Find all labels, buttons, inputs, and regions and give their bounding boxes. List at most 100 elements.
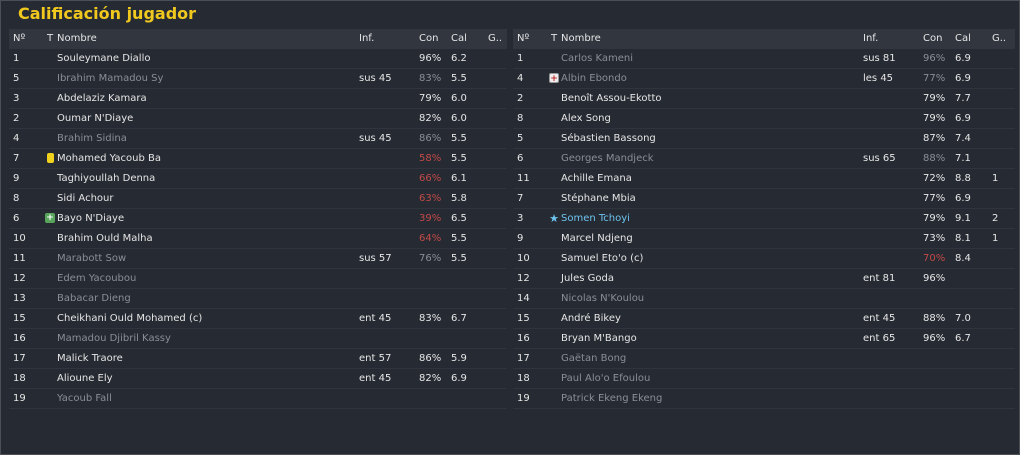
yellow-card-icon xyxy=(46,153,54,163)
player-name: Malick Traore xyxy=(57,353,123,364)
player-name: Carlos Kameni xyxy=(561,53,634,64)
player-row[interactable]: 10 Brahim Ould Malha 64% 5.5 xyxy=(9,229,507,249)
player-goals: 1 xyxy=(992,173,999,184)
player-row[interactable]: 16 Mamadou Djibril Kassy xyxy=(9,329,507,349)
player-row[interactable]: 4 + Albin Ebondo les 45 77% 6.9 xyxy=(513,69,1015,89)
player-number: 19 xyxy=(517,393,530,404)
player-row[interactable]: 17 Malick Traore ent 57 86% 5.9 xyxy=(9,349,507,369)
header-name[interactable]: Nombre xyxy=(57,33,97,44)
header-t[interactable]: T xyxy=(550,33,558,44)
player-number: 6 xyxy=(517,153,524,164)
player-row[interactable]: 19 Yacoub Fall xyxy=(9,389,507,409)
player-number: 2 xyxy=(517,93,524,104)
header-num[interactable]: Nº xyxy=(517,33,530,44)
player-name: Achille Emana xyxy=(561,173,632,184)
player-name: Ibrahim Mamadou Sy xyxy=(57,73,164,84)
player-row[interactable]: 11 Marabott Sow sus 57 76% 5.5 xyxy=(9,249,507,269)
player-row[interactable]: 11 Achille Emana 72% 8.8 1 xyxy=(513,169,1015,189)
player-number: 15 xyxy=(517,313,530,324)
player-row[interactable]: 10 Samuel Eto'o (c) 70% 8.4 xyxy=(513,249,1015,269)
player-name: Gaëtan Bong xyxy=(561,353,627,364)
player-row[interactable]: 9 Taghiyoullah Denna 66% 6.1 xyxy=(9,169,507,189)
header-inf[interactable]: Inf. xyxy=(359,33,375,44)
player-row[interactable]: 5 Ibrahim Mamadou Sy sus 45 83% 5.5 xyxy=(9,69,507,89)
player-condition: 82% xyxy=(419,113,442,124)
player-row[interactable]: 2 Benoît Assou-Ekotto 79% 7.7 xyxy=(513,89,1015,109)
header-goals[interactable]: G.. xyxy=(488,33,503,44)
player-name: Somen Tchoyi xyxy=(561,213,630,224)
player-name: Sidi Achour xyxy=(57,193,114,204)
player-row[interactable]: 17 Gaëtan Bong xyxy=(513,349,1015,369)
player-row[interactable]: 2 Oumar N'Diaye 82% 6.0 xyxy=(9,109,507,129)
player-row[interactable]: 15 Cheikhani Ould Mohamed (c) ent 45 83% 6.7 xyxy=(9,309,507,329)
player-row[interactable]: 3 Abdelaziz Kamara 79% 6.0 xyxy=(9,89,507,109)
player-rating: 7.0 xyxy=(955,313,971,324)
player-rating: 7.4 xyxy=(955,133,971,144)
header-t[interactable]: T xyxy=(46,33,54,44)
player-number: 10 xyxy=(517,253,530,264)
player-number: 14 xyxy=(517,293,530,304)
player-row[interactable]: 18 Paul Alo'o Efoulou xyxy=(513,369,1015,389)
player-rating: 6.1 xyxy=(451,173,467,184)
injury-green-icon: + xyxy=(45,213,55,223)
player-row[interactable]: 5 Sébastien Bassong 87% 7.4 xyxy=(513,129,1015,149)
player-rating: 8.1 xyxy=(955,233,971,244)
player-condition: 76% xyxy=(419,253,442,264)
player-row[interactable]: 15 André Bikey ent 45 88% 7.0 xyxy=(513,309,1015,329)
injury-red-icon: + xyxy=(549,73,559,84)
player-row[interactable]: 9 Marcel Ndjeng 73% 8.1 1 xyxy=(513,229,1015,249)
player-row[interactable]: 4 Brahim Sidina sus 45 86% 5.5 xyxy=(9,129,507,149)
player-rating: 6.5 xyxy=(451,213,467,224)
player-number: 9 xyxy=(13,173,20,184)
player-name: Jules Goda xyxy=(561,273,614,284)
player-name: Mamadou Djibril Kassy xyxy=(57,333,171,344)
player-number: 8 xyxy=(517,113,524,124)
player-condition: 72% xyxy=(923,173,946,184)
player-number: 12 xyxy=(517,273,530,284)
player-rating: 5.5 xyxy=(451,253,467,264)
player-row[interactable]: 18 Alioune Ely ent 45 82% 6.9 xyxy=(9,369,507,389)
player-name: Sébastien Bassong xyxy=(561,133,656,144)
player-number: 11 xyxy=(517,173,530,184)
header-con[interactable]: Con xyxy=(923,33,943,44)
header-con[interactable]: Con xyxy=(419,33,439,44)
status-icon-cell xyxy=(45,149,55,169)
player-row[interactable]: 7 Mohamed Yacoub Ba 58% 5.5 xyxy=(9,149,507,169)
player-number: 15 xyxy=(13,313,26,324)
player-row[interactable]: 12 Edem Yacoubou xyxy=(9,269,507,289)
header-num[interactable]: Nº xyxy=(13,33,26,44)
header-name[interactable]: Nombre xyxy=(561,33,601,44)
player-name: Alioune Ely xyxy=(57,373,113,384)
player-row[interactable]: 14 Nicolas N'Koulou xyxy=(513,289,1015,309)
player-number: 7 xyxy=(13,153,20,164)
player-number: 17 xyxy=(13,353,26,364)
player-number: 9 xyxy=(517,233,524,244)
player-name: Stéphane Mbia xyxy=(561,193,636,204)
player-info: sus 81 xyxy=(863,53,896,64)
player-goals: 2 xyxy=(992,213,999,224)
player-condition: 58% xyxy=(419,153,442,164)
player-info: sus 57 xyxy=(359,253,392,264)
player-row[interactable]: 1 Souleymane Diallo 96% 6.2 xyxy=(9,49,507,69)
player-row[interactable]: 3 ★ Somen Tchoyi 79% 9.1 2 xyxy=(513,209,1015,229)
player-info: ent 45 xyxy=(863,313,896,324)
player-row[interactable]: 19 Patrick Ekeng Ekeng xyxy=(513,389,1015,409)
header-cal[interactable]: Cal xyxy=(451,33,467,44)
player-row[interactable]: 6 Georges Mandjeck sus 65 88% 7.1 xyxy=(513,149,1015,169)
player-row[interactable]: 6 + Bayo N'Diaye 39% 6.5 xyxy=(9,209,507,229)
player-info: ent 45 xyxy=(359,373,392,384)
player-row[interactable]: 8 Alex Song 79% 6.9 xyxy=(513,109,1015,129)
player-row[interactable]: 7 Stéphane Mbia 77% 6.9 xyxy=(513,189,1015,209)
player-name: Samuel Eto'o (c) xyxy=(561,253,644,264)
player-row[interactable]: 12 Jules Goda ent 81 96% xyxy=(513,269,1015,289)
player-row[interactable]: 16 Bryan M'Bango ent 65 96% 6.7 xyxy=(513,329,1015,349)
player-row[interactable]: 1 Carlos Kameni sus 81 96% 6.9 xyxy=(513,49,1015,69)
player-row[interactable]: 8 Sidi Achour 63% 5.8 xyxy=(9,189,507,209)
header-goals[interactable]: G.. xyxy=(992,33,1007,44)
header-inf[interactable]: Inf. xyxy=(863,33,879,44)
player-name: Bayo N'Diaye xyxy=(57,213,125,224)
header-cal[interactable]: Cal xyxy=(955,33,971,44)
player-rating: 6.7 xyxy=(955,333,971,344)
player-info: ent 81 xyxy=(863,273,896,284)
player-row[interactable]: 13 Babacar Dieng xyxy=(9,289,507,309)
